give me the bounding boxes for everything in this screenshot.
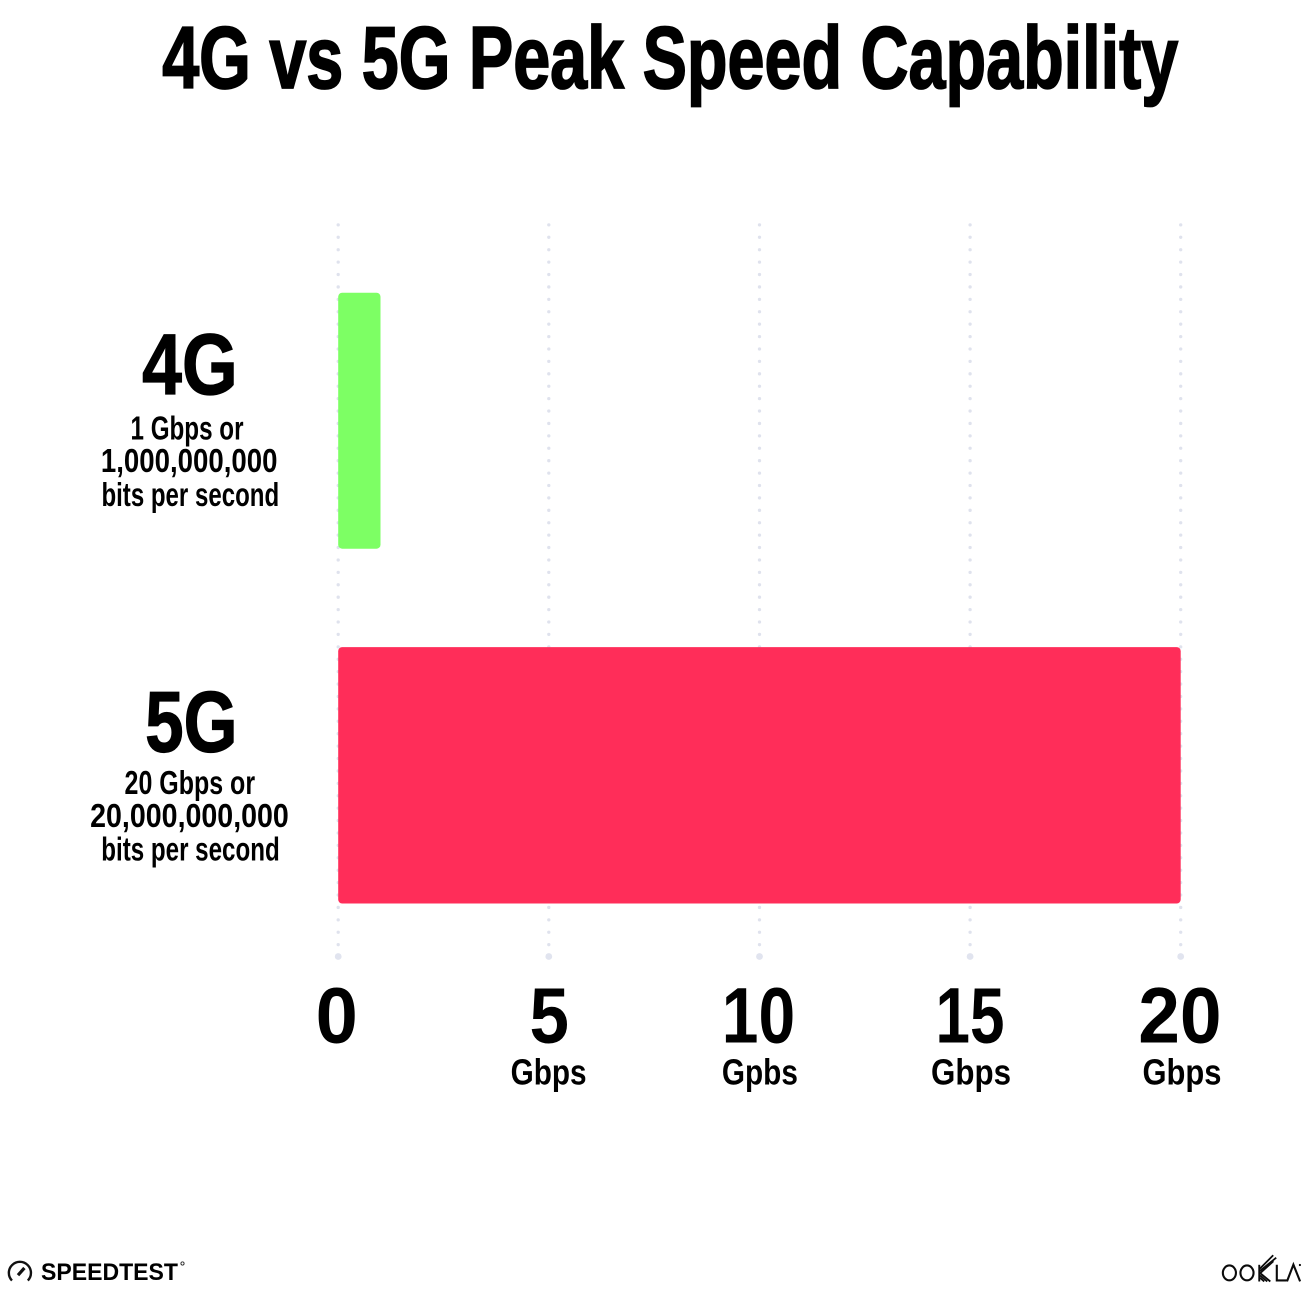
svg-text:5: 5 (529, 972, 569, 1060)
svg-text:20: 20 (1138, 972, 1221, 1060)
svg-text:Gbps: Gbps (1143, 1052, 1222, 1093)
svg-text:Gbps: Gbps (931, 1052, 1011, 1093)
svg-text:15: 15 (936, 972, 1005, 1060)
svg-text:20 Gbps or: 20 Gbps or (125, 765, 256, 802)
svg-text:4G vs 5G Peak Speed Capability: 4G vs 5G Peak Speed Capability (162, 8, 1178, 107)
svg-text:20,000,000,000: 20,000,000,000 (90, 798, 289, 835)
svg-text:SPEEDTEST: SPEEDTEST (41, 1259, 178, 1286)
svg-text:Gpbs: Gpbs (722, 1052, 798, 1093)
svg-text:Gbps: Gbps (511, 1052, 587, 1093)
svg-text:bits per second: bits per second (101, 832, 279, 869)
svg-text:5G: 5G (145, 675, 237, 771)
svg-text:bits per second: bits per second (101, 477, 279, 514)
svg-text:4G: 4G (142, 317, 238, 413)
svg-text:10: 10 (722, 972, 795, 1060)
svg-text:0: 0 (316, 972, 358, 1060)
svg-text:1 Gbps or: 1 Gbps or (131, 410, 244, 447)
svg-text:1,000,000,000: 1,000,000,000 (101, 443, 278, 480)
